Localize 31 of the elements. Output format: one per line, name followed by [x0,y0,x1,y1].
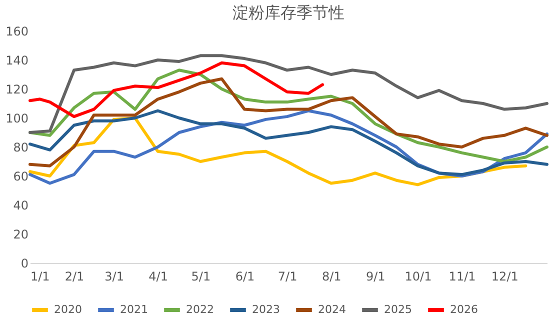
y-tick-label: 20 [13,228,28,242]
y-tick-label: 140 [6,54,28,68]
legend-label: 2024 [318,303,346,316]
x-tick-label: 1/1 [30,270,50,284]
x-tick-label: 6/1 [235,270,255,284]
legend-label: 2020 [54,303,82,316]
y-tick-label: 160 [6,24,28,38]
x-tick-label: 3/1 [104,270,124,284]
y-tick-label: 40 [13,198,28,212]
x-tick-label: 8/1 [322,270,342,284]
y-tick-label: 0 [20,256,28,270]
legend-label: 2023 [252,303,280,316]
y-tick-label: 60 [13,170,28,184]
x-tick-label: 10/1 [404,270,432,284]
x-tick-label: 5/1 [191,270,211,284]
x-tick-label: 11/1 [448,270,476,284]
legend-label: 2025 [384,303,412,316]
chart-title: 淀粉库存季节性 [232,3,344,22]
y-tick-label: 80 [13,140,28,154]
x-tick-label: 2/1 [64,270,84,284]
x-tick-label: 12/1 [491,270,518,284]
x-tick-label: 7/1 [278,270,298,284]
line-series [28,61,324,118]
line-series [28,54,548,134]
legend-label: 2021 [120,303,148,316]
x-tick-label: 4/1 [148,270,168,284]
x-tick-label: 9/1 [366,270,386,284]
legend-label: 2026 [450,303,478,316]
legend-label: 2022 [186,303,214,316]
y-tick-label: 100 [6,112,28,126]
y-tick-label: 120 [6,82,28,96]
